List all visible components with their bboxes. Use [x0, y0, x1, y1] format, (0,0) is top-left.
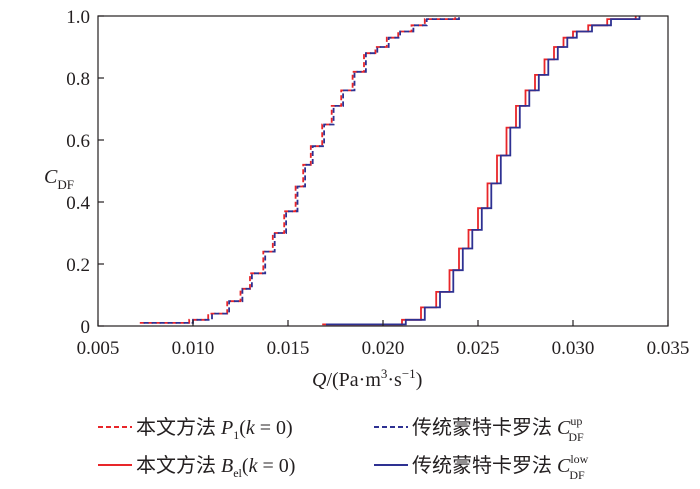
x-tick-label-0: 0.005	[77, 338, 120, 359]
legend-item-p1: 本文方法 P1(k = 0)	[98, 416, 293, 442]
y-tick-label-5: 1.0	[66, 7, 90, 28]
y-tick-label-3: 0.6	[66, 131, 90, 152]
legend-item-clow: 传统蒙特卡罗法 Clow DF	[374, 452, 589, 482]
x-tick-label-6: 0.035	[647, 338, 690, 359]
legend-item-cup: 传统蒙特卡罗法 Cup DF	[374, 414, 584, 444]
x-axis-label: Q/(Pa·m3·s−1)	[312, 366, 422, 391]
plot-frame	[97, 15, 669, 327]
y-tick-label-4: 0.8	[66, 69, 90, 90]
y-axis-label: CDF	[44, 166, 74, 192]
legend-label-bel: 本文方法 Bel(k = 0)	[136, 454, 295, 480]
series-layer	[139, 16, 641, 326]
x-tick-label-1: 0.010	[172, 338, 215, 359]
legend-label-cup: 传统蒙特卡罗法 Cup DF	[412, 414, 584, 444]
series-p1-dashed	[139, 16, 457, 324]
y-tick-label-0: 0	[81, 317, 91, 338]
legend-label-clow: 传统蒙特卡罗法 Clow DF	[412, 452, 589, 482]
series-bel-solid	[322, 16, 637, 326]
legend: 本文方法 P1(k = 0) 传统蒙特卡罗法 Cup DF 本文方法 Bel(k …	[98, 414, 589, 482]
x-tick-label-2: 0.015	[267, 338, 310, 359]
y-tick-label-1: 0.2	[66, 255, 90, 276]
ticks-layer: 0.005 0.010 0.015 0.020 0.025 0.030 0.035 0 0.2 0…	[66, 7, 689, 359]
legend-item-bel: 本文方法 Bel(k = 0)	[98, 454, 295, 480]
x-tick-label-4: 0.025	[457, 338, 500, 359]
y-tick-label-2: 0.4	[66, 193, 90, 214]
legend-label-p1: 本文方法 P1(k = 0)	[136, 416, 293, 442]
x-tick-label-3: 0.020	[362, 338, 405, 359]
series-clow-solid	[326, 16, 641, 326]
x-tick-label-5: 0.030	[552, 338, 595, 359]
series-cup-dashed	[143, 16, 460, 324]
